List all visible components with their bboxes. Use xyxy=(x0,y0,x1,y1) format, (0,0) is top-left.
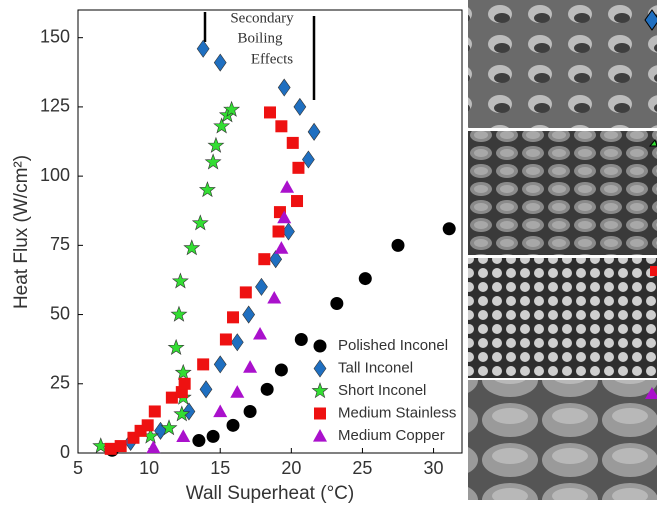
y-tick-label: 125 xyxy=(40,96,70,116)
legend-marker xyxy=(314,360,326,377)
chart: Secondary Boiling Effects Wall Superheat… xyxy=(0,0,657,508)
point xyxy=(171,307,186,321)
sem-image xyxy=(468,380,657,500)
point xyxy=(273,226,285,238)
point xyxy=(264,106,276,118)
x-tick-label: 5 xyxy=(73,458,83,478)
y-tick-label: 0 xyxy=(60,442,70,462)
point xyxy=(253,327,267,340)
point xyxy=(308,123,320,140)
point xyxy=(214,54,226,71)
point xyxy=(220,333,232,345)
x-tick-label: 15 xyxy=(210,458,230,478)
point xyxy=(243,306,255,323)
point xyxy=(179,378,191,390)
legend-marker xyxy=(314,408,326,420)
legend-label: Tall Inconel xyxy=(338,359,413,376)
annotation: Effects xyxy=(251,51,293,67)
y-tick-label: 100 xyxy=(40,165,70,185)
point xyxy=(142,419,154,431)
point xyxy=(146,440,160,453)
point xyxy=(261,383,274,396)
point xyxy=(115,440,127,452)
point xyxy=(214,118,229,132)
point xyxy=(197,358,209,370)
point xyxy=(291,195,303,207)
annotation: Boiling xyxy=(237,30,283,46)
point xyxy=(231,334,243,351)
point xyxy=(173,273,188,287)
point xyxy=(258,253,270,265)
sem-image xyxy=(468,258,657,378)
point xyxy=(240,286,252,298)
y-tick-label: 150 xyxy=(40,26,70,46)
point xyxy=(176,365,191,379)
point xyxy=(197,40,209,57)
point xyxy=(278,79,290,96)
point xyxy=(292,162,304,174)
point xyxy=(244,405,257,418)
point xyxy=(227,419,240,432)
sem-image xyxy=(468,131,657,255)
point xyxy=(359,272,372,285)
x-tick-label: 20 xyxy=(281,458,301,478)
point xyxy=(154,422,166,439)
point xyxy=(200,381,212,398)
x-tick-label: 25 xyxy=(352,458,372,478)
sem-image xyxy=(468,0,657,128)
point xyxy=(193,215,208,229)
point xyxy=(192,434,205,447)
point xyxy=(294,98,306,115)
point xyxy=(206,154,221,168)
point xyxy=(443,222,456,235)
point xyxy=(184,240,199,254)
point xyxy=(267,291,281,304)
point xyxy=(227,311,239,323)
point xyxy=(214,356,226,373)
legend-marker xyxy=(314,340,327,353)
legend-marker xyxy=(313,429,327,442)
point xyxy=(330,297,343,310)
point xyxy=(176,429,190,442)
point xyxy=(280,180,294,193)
legend-label: Medium Copper xyxy=(338,427,445,444)
point xyxy=(275,363,288,376)
sem-images xyxy=(468,0,657,500)
point xyxy=(149,405,161,417)
point xyxy=(230,385,244,398)
point xyxy=(208,138,223,152)
y-tick-label: 25 xyxy=(50,373,70,393)
x-axis-label: Wall Superheat (°C) xyxy=(186,483,354,504)
point xyxy=(169,340,184,354)
y-tick-label: 50 xyxy=(50,303,70,323)
y-tick-label: 75 xyxy=(50,234,70,254)
point xyxy=(200,182,215,196)
point xyxy=(295,333,308,346)
point xyxy=(207,430,220,443)
point xyxy=(243,360,257,373)
point xyxy=(287,137,299,149)
image-marker xyxy=(650,266,657,276)
annotation: Secondary xyxy=(230,10,294,26)
point xyxy=(275,120,287,132)
x-tick-label: 30 xyxy=(424,458,444,478)
point xyxy=(255,278,267,295)
point xyxy=(274,241,288,254)
point xyxy=(392,239,405,252)
x-tick-label: 10 xyxy=(139,458,159,478)
y-axis-label: Heat Flux (W/cm²) xyxy=(11,155,32,309)
legend-marker xyxy=(312,383,327,397)
legend-label: Short Inconel xyxy=(338,382,426,399)
legend-label: Polished Inconel xyxy=(338,337,448,354)
point xyxy=(213,404,227,417)
legend-label: Medium Stainless xyxy=(338,404,456,421)
